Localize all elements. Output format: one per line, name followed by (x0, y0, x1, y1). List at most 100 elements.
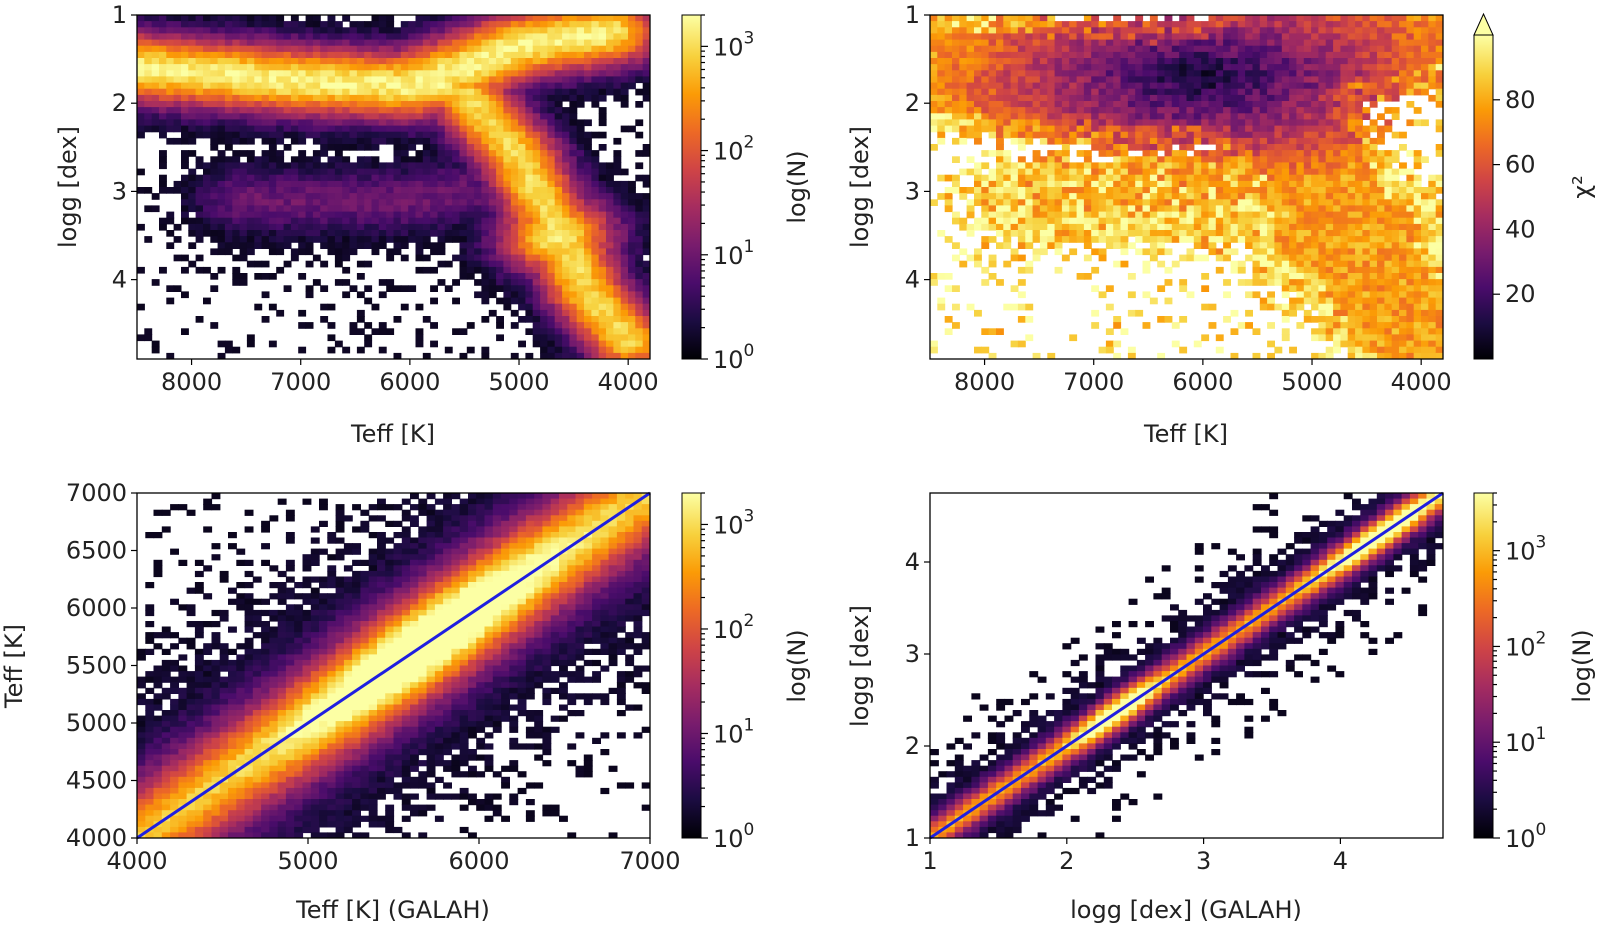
heatmap-cell (1157, 316, 1166, 323)
heatmap-cell (364, 187, 373, 194)
heatmap-cell (532, 51, 541, 59)
heatmap-cell (1267, 340, 1275, 348)
heatmap-cell (151, 58, 160, 65)
heatmap-cell (137, 45, 145, 53)
heatmap-cell (320, 174, 329, 182)
heatmap-cell (966, 88, 975, 96)
heatmap-cell (576, 27, 585, 34)
heatmap-cell (1193, 45, 1202, 53)
heatmap-cell (408, 236, 417, 243)
heatmap-cell (298, 211, 307, 219)
heatmap-cell (1003, 260, 1012, 268)
heatmap-cell (232, 70, 241, 77)
heatmap-cell (1047, 137, 1056, 145)
heatmap-cell (430, 51, 438, 59)
heatmap-cell (1039, 39, 1048, 47)
heatmap-cell (261, 94, 270, 102)
heatmap-cell (334, 150, 343, 157)
heatmap-cell (1105, 211, 1114, 219)
heatmap-cell (181, 131, 189, 139)
heatmap-cell (1032, 223, 1041, 231)
heatmap-cell (1193, 156, 1202, 163)
heatmap-cell (532, 21, 541, 28)
heatmap-cell (576, 94, 585, 102)
heatmap-cell (437, 51, 446, 59)
heatmap-cell (1186, 107, 1195, 114)
heatmap-cell (239, 279, 248, 286)
heatmap-cell (510, 223, 519, 231)
heatmap-cell (400, 76, 409, 84)
heatmap-cell (386, 137, 395, 145)
heatmap-cell (518, 45, 526, 53)
heatmap-cell (635, 236, 644, 243)
heatmap-cell (1223, 21, 1231, 28)
heatmap-cell (554, 279, 563, 286)
heatmap-cell (320, 27, 329, 34)
heatmap-cell (137, 27, 145, 34)
heatmap-cell (1223, 131, 1231, 139)
heatmap-cell (334, 242, 343, 249)
heatmap-cell (386, 174, 395, 182)
heatmap-cell (290, 211, 299, 219)
heatmap-cell (1091, 168, 1100, 176)
heatmap-cell (569, 211, 578, 219)
heatmap-cell (166, 76, 175, 84)
heatmap-cell (1061, 144, 1070, 151)
heatmap-cell (1054, 101, 1063, 108)
heatmap-cell (959, 27, 968, 34)
heatmap-cell (349, 76, 358, 84)
heatmap-cell (937, 45, 946, 53)
heatmap-cell (1245, 187, 1253, 194)
heatmap-cell (408, 180, 417, 188)
heatmap-cell (598, 291, 607, 299)
heatmap-cell (1281, 58, 1290, 65)
heatmap-cell (1091, 309, 1100, 317)
heatmap-cell (1157, 230, 1166, 237)
heatmap-cell (305, 27, 314, 34)
heatmap-cell (195, 125, 204, 133)
heatmap-cell (554, 150, 563, 157)
heatmap-cell (312, 137, 321, 145)
heatmap-cell (1032, 107, 1041, 114)
heatmap-cell (217, 113, 226, 120)
heatmap-cell (591, 316, 600, 323)
heatmap-cell (364, 242, 373, 249)
heatmap-cell (510, 352, 519, 359)
heatmap-cell (327, 131, 336, 139)
heatmap-cell (137, 303, 145, 311)
heatmap-cell (966, 125, 975, 133)
heatmap-cell (1047, 131, 1056, 139)
heatmap-cell (437, 101, 446, 108)
heatmap-cell (952, 119, 960, 127)
heatmap-cell (547, 76, 556, 84)
heatmap-cell (606, 346, 614, 354)
heatmap-cell (188, 70, 197, 77)
heatmap-cell (518, 174, 526, 182)
heatmap-cell (474, 236, 482, 243)
heatmap-cell (1105, 193, 1114, 200)
heatmap-cell (642, 76, 650, 84)
heatmap-cell (569, 242, 578, 249)
heatmap-cell (400, 285, 409, 292)
heatmap-cell (1208, 322, 1217, 329)
heatmap-cell (298, 39, 307, 47)
heatmap-cell (1025, 199, 1034, 206)
heatmap-cell (261, 137, 270, 145)
heatmap-cell (1083, 119, 1092, 127)
heatmap-cell (584, 168, 592, 176)
heatmap-cell (290, 174, 299, 182)
heatmap-cell (203, 162, 211, 170)
heatmap-cell (1223, 162, 1231, 170)
heatmap-cell (1230, 94, 1239, 102)
heatmap-cell (576, 156, 585, 163)
heatmap-cell (1223, 217, 1231, 225)
heatmap-cell (1208, 236, 1217, 243)
heatmap-cell (452, 254, 460, 262)
heatmap-cell (598, 273, 607, 280)
heatmap-cell (532, 223, 541, 231)
heatmap-cell (364, 322, 373, 329)
heatmap-cell (1047, 162, 1056, 170)
heatmap-cell (356, 94, 365, 102)
heatmap-cell (496, 211, 504, 219)
heatmap-cell (1208, 174, 1217, 182)
